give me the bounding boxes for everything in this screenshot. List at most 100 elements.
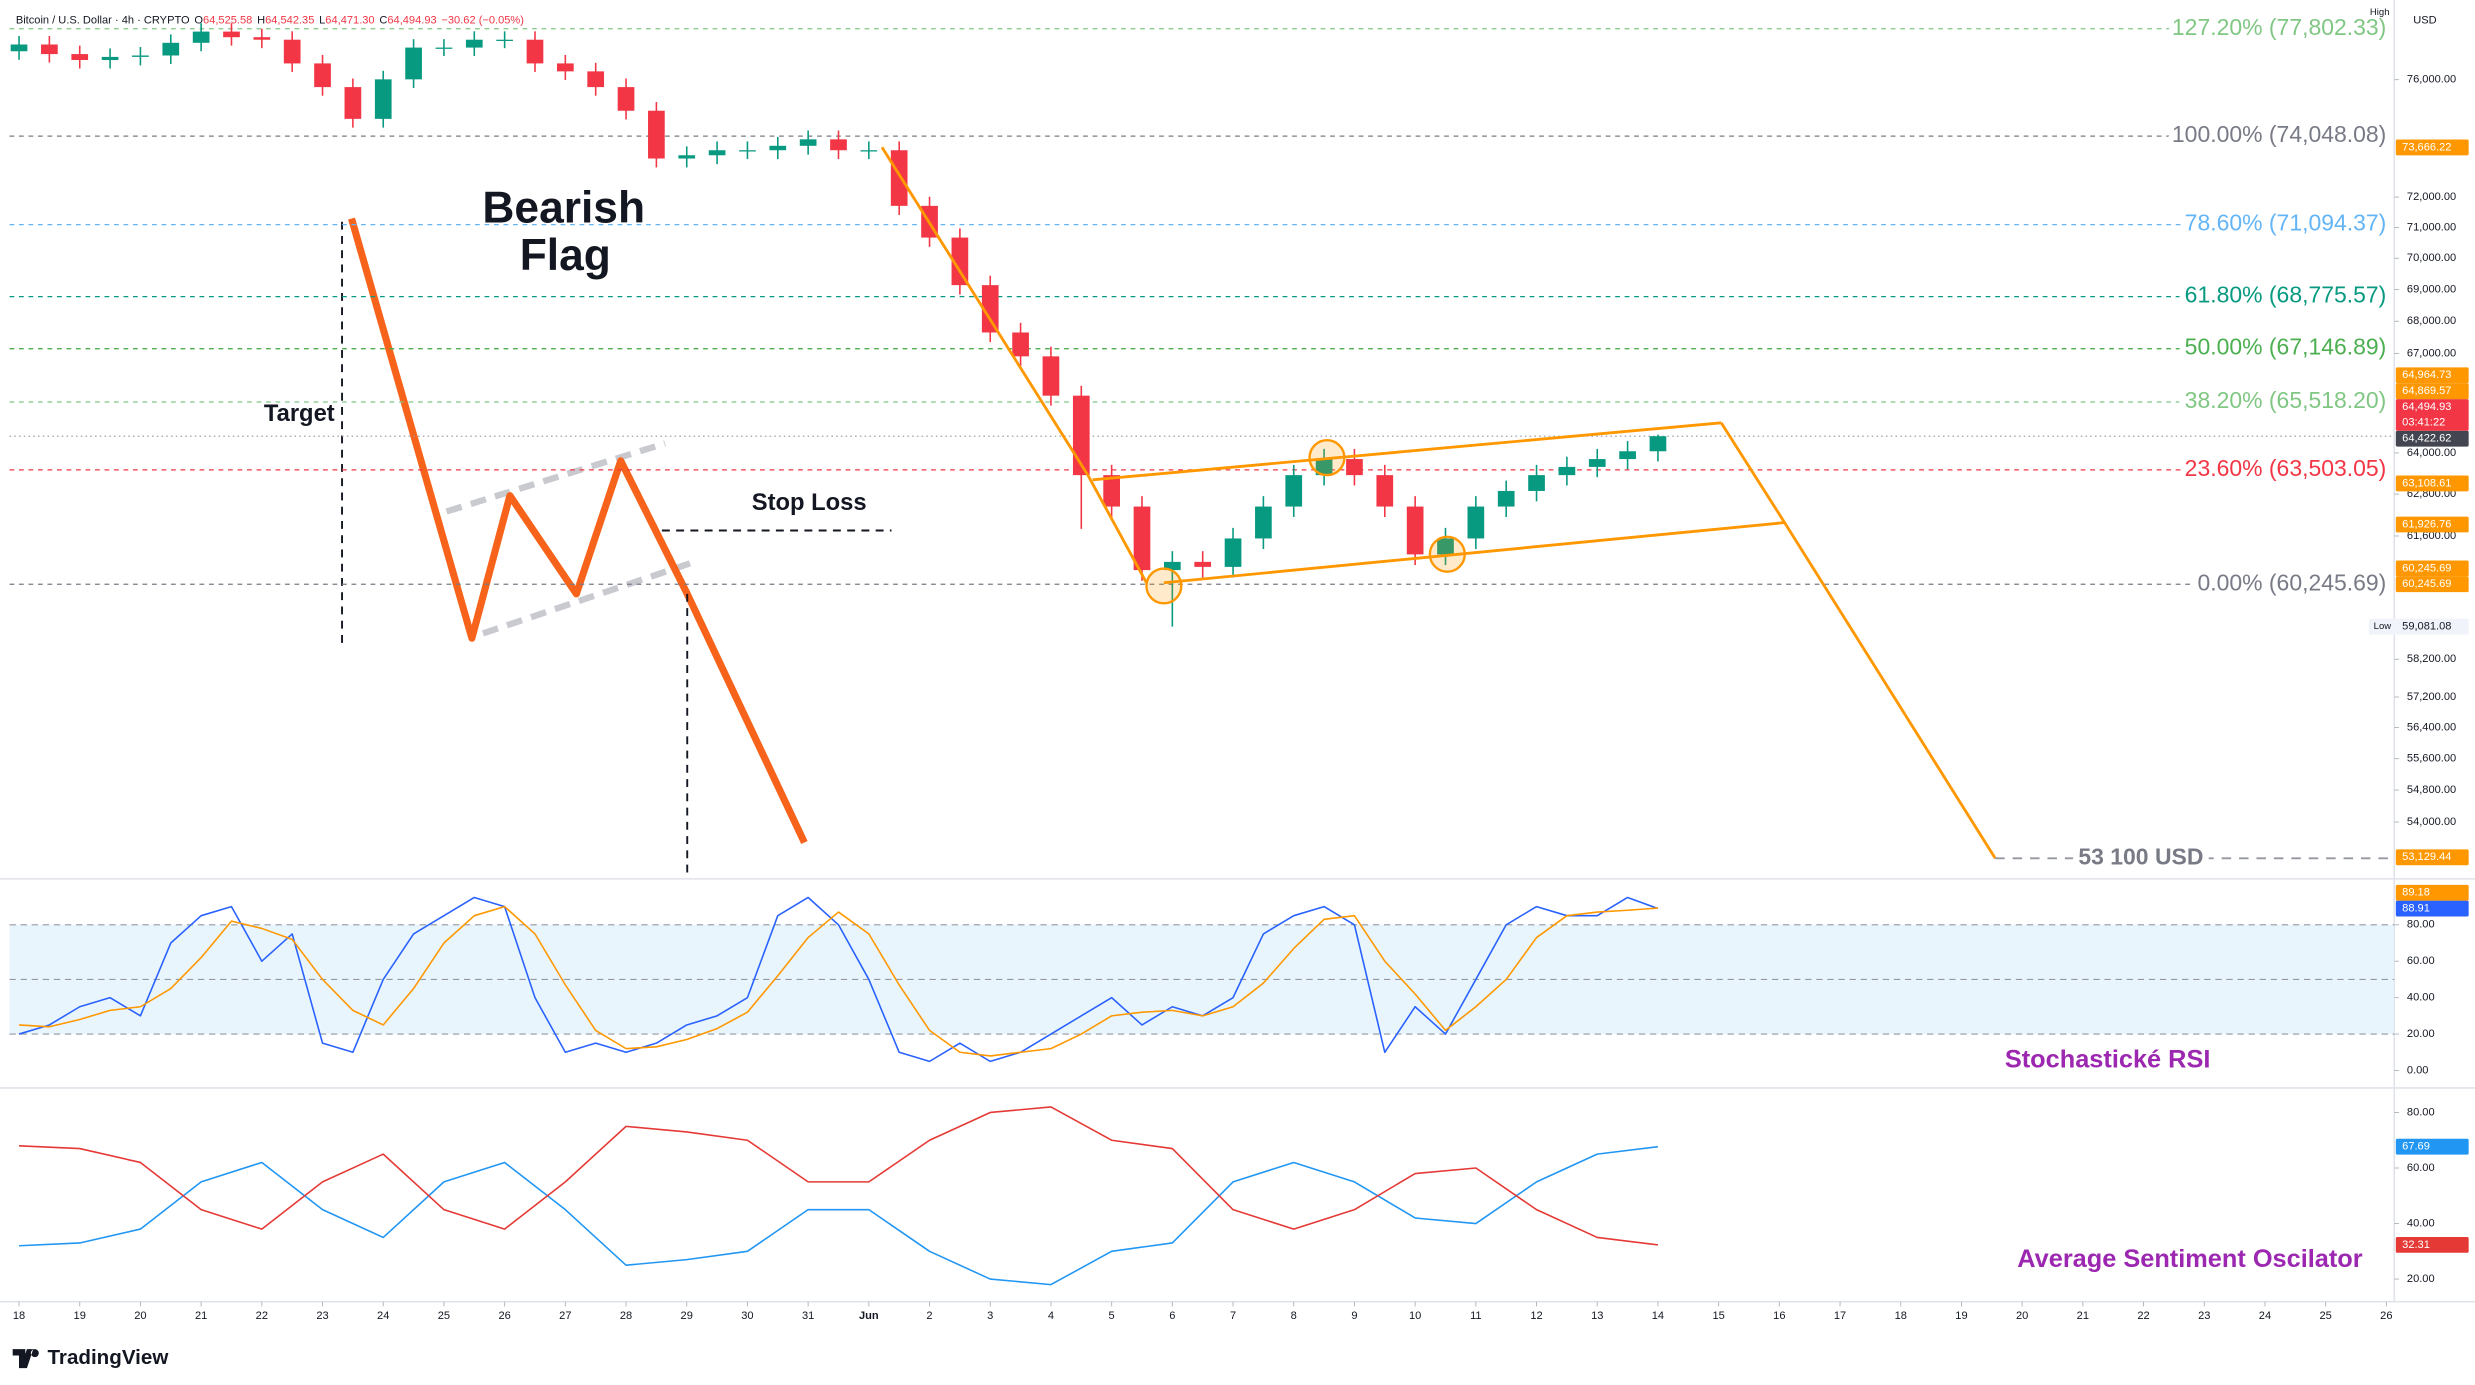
panes (0, 0, 2475, 1303)
badge-tag: Low (2374, 621, 2392, 632)
candle-body (1467, 506, 1485, 539)
price-badge-countdown: 03:41:22 (2402, 417, 2445, 429)
candle-body (1224, 538, 1242, 567)
x-tick-label: 3 (987, 1310, 993, 1322)
touch-point (1308, 439, 1346, 477)
y-tick-label: 68,000.00 (2407, 315, 2456, 327)
x-tick-label: 4 (1048, 1310, 1054, 1322)
candle-body (1497, 490, 1515, 507)
price-badge-label: 61,926.76 (2402, 518, 2451, 530)
candle-body (648, 110, 665, 159)
ohlc-key: L (319, 15, 325, 27)
x-tick-label: 2 (926, 1310, 932, 1322)
price-badge (2395, 1138, 2469, 1155)
ohlc-value: 64,525.58 (203, 15, 252, 27)
candle-body (1194, 561, 1212, 567)
fib-label: 0.00% (60,245.69) (2197, 569, 2386, 595)
bearish-flag-illustration: Target Stop Loss Bearish Flag (264, 183, 892, 875)
y-tick-label: 54,000.00 (2407, 816, 2456, 828)
y-tick-label: 80.00 (2407, 919, 2435, 931)
price-badge (2395, 884, 2469, 901)
price-badge-label: 73,666.22 (2402, 141, 2451, 153)
x-tick-label: 28 (620, 1310, 632, 1322)
y-tick-label: 57,200.00 (2407, 691, 2456, 703)
x-tick-label: 16 (1773, 1310, 1785, 1322)
x-tick-label: 15 (1712, 1310, 1724, 1322)
high-tag: High (2370, 7, 2390, 18)
brand-logo (12, 1349, 39, 1369)
price-badge (2395, 900, 2469, 917)
candle-body (435, 47, 453, 49)
stop-loss-label: Stop Loss (752, 489, 867, 516)
candle-body (981, 285, 999, 333)
candle-body (101, 56, 119, 61)
candle-body (1133, 506, 1151, 571)
candle-body (1437, 538, 1454, 555)
indicator-line (18, 1145, 1659, 1286)
candle-body (769, 145, 787, 151)
x-tick-label: 25 (2319, 1310, 2331, 1322)
brand: TradingView (12, 1346, 170, 1369)
candle-body (1012, 332, 1029, 357)
price-badge-label: 64,494.93 (2402, 401, 2451, 413)
x-tick-label: 18 (1895, 1310, 1907, 1322)
ohlc: O64,525.58 H64,542.35 L64,471.30 C64,494.93 (194, 15, 436, 27)
candle-body (344, 87, 362, 119)
price-badge (2395, 139, 2469, 156)
candle-body (253, 37, 271, 40)
indicator-line (18, 1106, 1659, 1246)
fib-label: 100.00% (74,048.08) (2172, 121, 2386, 147)
candle-body (1376, 475, 1394, 507)
ohlc-value: 64,494.93 (387, 15, 436, 27)
x-tick-label: 8 (1291, 1310, 1297, 1322)
trend-line (880, 146, 1148, 584)
x-tick-label: 19 (1955, 1310, 1967, 1322)
x-tick-label: 22 (256, 1310, 268, 1322)
y-tick-label: 20.00 (2407, 1273, 2435, 1285)
price-badge-label: 63,108.61 (2402, 477, 2451, 489)
price-badge-label: 64,964.73 (2402, 369, 2451, 381)
fib-label: 23.60% (63,503.05) (2185, 455, 2387, 481)
y-tick-label: 40.00 (2407, 1217, 2435, 1229)
price-badge-label: 53,129.44 (2402, 851, 2451, 863)
price-badge-label: 64,422.62 (2402, 433, 2451, 445)
price-badge (2395, 576, 2469, 593)
flag-guide (445, 440, 667, 515)
x-tick-label: 9 (1351, 1310, 1357, 1322)
candle-body (1042, 356, 1060, 396)
x-tick-label: 17 (1834, 1310, 1846, 1322)
candle-body (1588, 459, 1606, 467)
y-tick-label: 55,600.00 (2407, 753, 2456, 765)
price-badge (2395, 560, 2469, 577)
projection-label: 53 100 USD (2078, 843, 2203, 869)
x-tick-label: 29 (681, 1310, 693, 1322)
x-tick-label: 26 (2380, 1310, 2392, 1322)
candle-body (799, 139, 817, 146)
channel-upper (1092, 421, 1722, 482)
x-tick-label: 24 (2259, 1310, 2271, 1322)
ohlc-key: C (379, 15, 387, 27)
ohlc-key: H (257, 15, 265, 27)
y-tick-label: 56,400.00 (2407, 721, 2456, 733)
brand-name: TradingView (48, 1346, 170, 1369)
candle-body (1285, 475, 1303, 507)
candle-body (1346, 459, 1363, 476)
y-tick-label: 0.00 (2407, 1064, 2429, 1076)
fib-label: 50.00% (67,146.89) (2185, 334, 2387, 360)
y-tick-label: 60.00 (2407, 1162, 2435, 1174)
price-badge-label: 59,081.08 (2402, 621, 2451, 633)
price-badge (2395, 1236, 2469, 1253)
y-tick-label: 40.00 (2407, 992, 2435, 1004)
candle-body (1406, 506, 1424, 555)
candle-body (465, 39, 483, 48)
x-tick-label: 23 (2198, 1310, 2210, 1322)
candle-body (556, 63, 574, 72)
indicator-title: Average Sentiment Oscilator (2017, 1245, 2362, 1273)
price-badge (2395, 399, 2469, 431)
x-tick-label: 20 (2016, 1310, 2028, 1322)
y-tick-label: 67,000.00 (2407, 347, 2456, 359)
y-tick-label: 70,000.00 (2407, 252, 2456, 264)
fib-label: 38.20% (65,518.20) (2185, 387, 2387, 413)
price-badge-label: 88.91 (2402, 902, 2430, 914)
